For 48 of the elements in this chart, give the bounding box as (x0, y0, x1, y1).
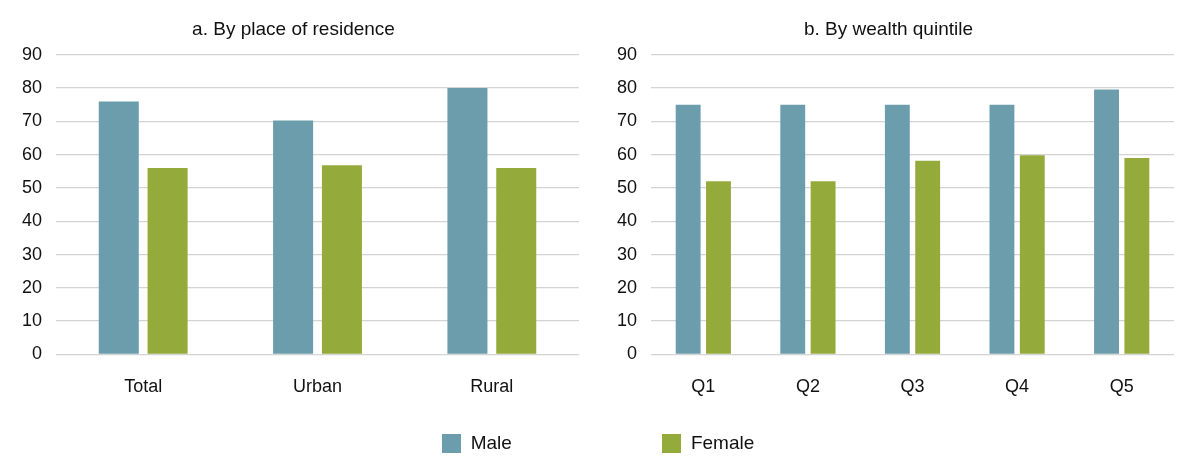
y-tick-label: 0 (627, 343, 638, 364)
y-tick-label: 70 (21, 110, 43, 131)
legend-label: Female (690, 432, 755, 454)
chart-title: a. By place of residence (192, 17, 395, 39)
bar (1124, 158, 1150, 354)
y-tick-label: 10 (21, 310, 43, 331)
y-tick-label: 40 (616, 210, 638, 231)
bar (273, 120, 314, 354)
bar (810, 181, 836, 354)
bar (98, 101, 139, 354)
bar (884, 104, 910, 354)
bar (989, 104, 1015, 354)
bar (147, 167, 188, 354)
y-tick-label: 60 (616, 143, 638, 164)
bar (1094, 89, 1119, 354)
y-tick-label: 50 (616, 176, 638, 197)
y-tick-label: 30 (616, 243, 638, 264)
y-tick-label: 90 (616, 43, 638, 64)
y-tick-label: 80 (616, 77, 638, 98)
bar (706, 181, 731, 354)
x-tick-label: Q4 (1005, 376, 1030, 397)
x-tick-label: Q1 (691, 376, 716, 397)
y-tick-label: 10 (616, 310, 638, 331)
y-tick-label: 60 (21, 143, 43, 164)
y-tick-label: 80 (21, 77, 43, 98)
bar (1019, 155, 1045, 354)
y-tick-label: 20 (616, 276, 638, 297)
y-tick-label: 70 (616, 110, 638, 131)
bar (915, 160, 941, 354)
y-tick-label: 30 (21, 243, 43, 264)
x-tick-label: Q5 (1109, 376, 1134, 397)
y-tick-label: 40 (21, 210, 43, 231)
legend-label: Male (470, 432, 512, 454)
bar (780, 104, 806, 354)
x-tick-label: Q3 (900, 376, 925, 397)
bar (321, 165, 362, 354)
x-tick-label: Total (124, 376, 163, 397)
bar (447, 88, 488, 354)
x-tick-label: Q2 (795, 376, 820, 397)
y-tick-label: 90 (21, 43, 43, 64)
bar (496, 167, 537, 354)
x-tick-label: Rural (470, 376, 514, 397)
x-tick-label: Urban (293, 376, 343, 397)
y-tick-label: 20 (21, 276, 43, 297)
bar (675, 104, 701, 354)
y-tick-label: 50 (21, 176, 43, 197)
chart-title: b. By wealth quintile (804, 17, 973, 39)
y-tick-label: 0 (32, 343, 43, 364)
